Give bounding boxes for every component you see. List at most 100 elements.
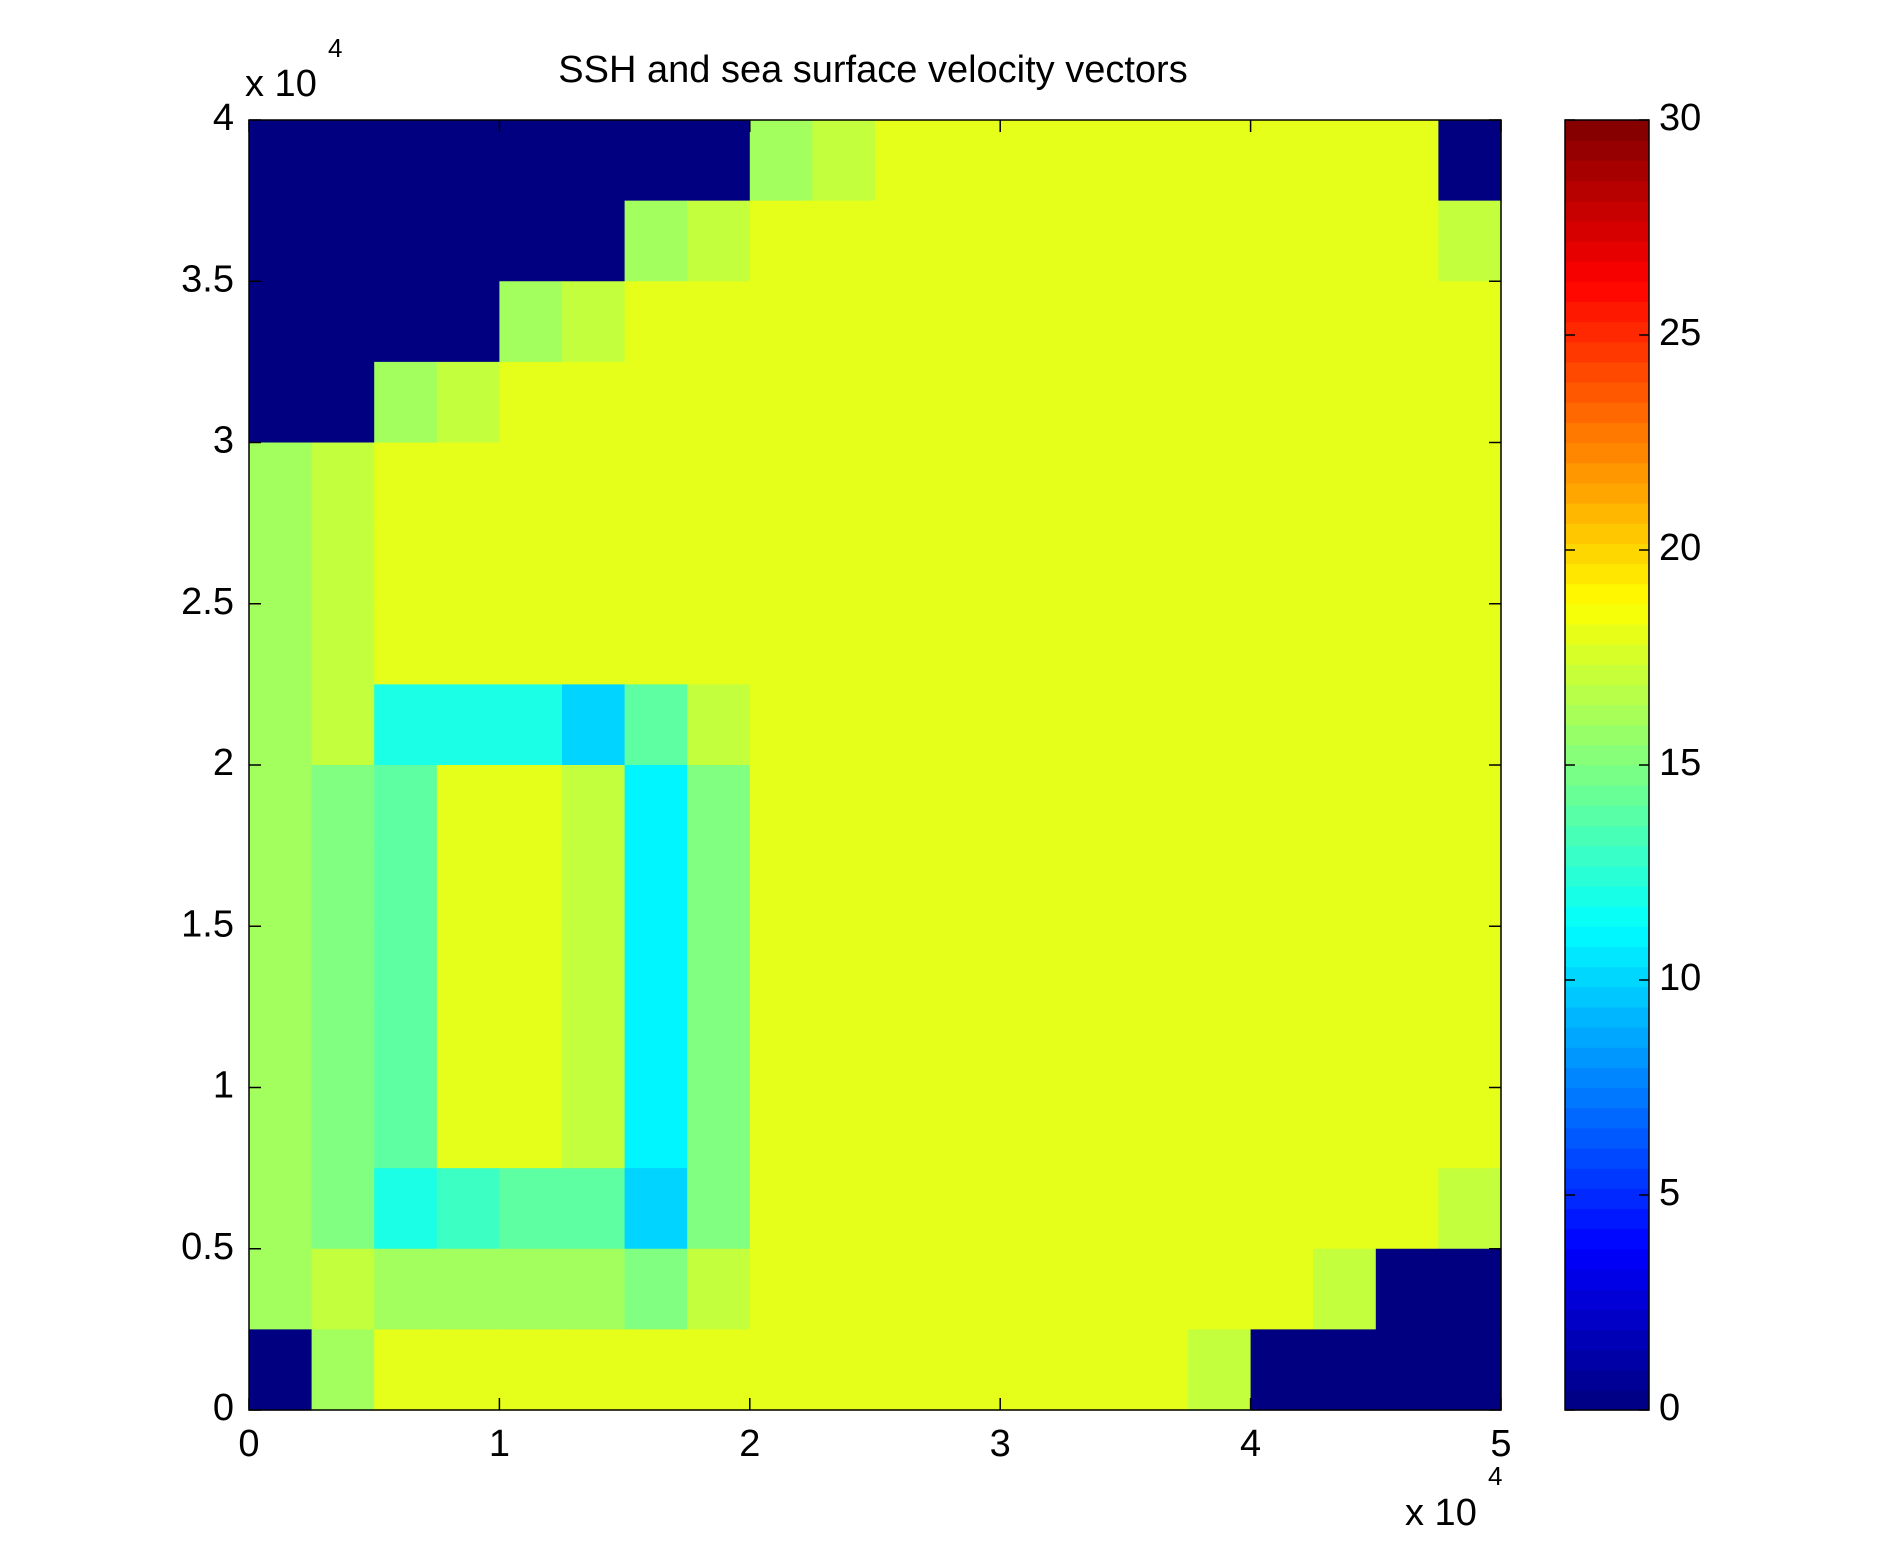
colorbar-segment bbox=[1565, 462, 1649, 484]
heatmap-cell bbox=[499, 442, 563, 524]
heatmap-cell bbox=[1438, 926, 1502, 1008]
colorbar-segment bbox=[1565, 704, 1649, 726]
heatmap-cell bbox=[1188, 200, 1252, 282]
y-tick-label: 1 bbox=[213, 1065, 234, 1107]
heatmap-cell bbox=[249, 200, 313, 282]
heatmap-cell bbox=[875, 523, 939, 605]
heatmap-cell bbox=[812, 1329, 876, 1411]
colorbar-segment bbox=[1565, 744, 1649, 766]
heatmap-cell bbox=[374, 442, 438, 524]
colorbar-segment bbox=[1565, 502, 1649, 524]
y-tick-label: 1.5 bbox=[181, 903, 234, 945]
heatmap-cell bbox=[1250, 1248, 1314, 1330]
heatmap-cell bbox=[687, 1248, 751, 1330]
colorbar-segment bbox=[1565, 120, 1649, 141]
x-multiplier-exponent: 4 bbox=[1488, 1461, 1502, 1491]
heatmap-cell bbox=[249, 1329, 313, 1411]
heatmap-cell bbox=[875, 1168, 939, 1250]
heatmap-cell bbox=[562, 1329, 626, 1411]
heatmap-cell bbox=[687, 281, 751, 363]
heatmap-cell bbox=[1188, 120, 1252, 202]
heatmap-cell bbox=[374, 1248, 438, 1330]
heatmap-cell bbox=[249, 684, 313, 766]
heatmap-cell bbox=[687, 1087, 751, 1169]
heatmap-cell bbox=[624, 1087, 688, 1169]
heatmap-cell bbox=[499, 200, 563, 282]
heatmap-cell bbox=[937, 281, 1001, 363]
y-tick-label: 2.5 bbox=[181, 581, 234, 623]
y-tick-label: 0.5 bbox=[181, 1226, 234, 1268]
heatmap-cell bbox=[1438, 684, 1502, 766]
heatmap-cell bbox=[1438, 845, 1502, 927]
heatmap-cell bbox=[1375, 200, 1439, 282]
heatmap-cell bbox=[436, 1006, 500, 1089]
heatmap-cell bbox=[624, 1168, 688, 1250]
heatmap-cell bbox=[749, 1168, 813, 1250]
heatmap-cell bbox=[249, 523, 313, 605]
heatmap-cell bbox=[1000, 200, 1064, 282]
heatmap-cell bbox=[624, 926, 688, 1008]
heatmap-cell bbox=[374, 361, 438, 444]
colorbar-segment bbox=[1565, 724, 1649, 746]
heatmap-cell bbox=[562, 1006, 626, 1089]
heatmap-cell bbox=[687, 1006, 751, 1089]
heatmap-cell bbox=[1062, 281, 1126, 363]
heatmap-cell bbox=[1375, 684, 1439, 766]
heatmap-cell bbox=[749, 926, 813, 1008]
heatmap-cell bbox=[311, 926, 375, 1008]
heatmap-cell bbox=[1313, 361, 1377, 444]
heatmap-cell bbox=[875, 845, 939, 927]
heatmap-cell bbox=[562, 120, 626, 202]
colorbar-segment bbox=[1565, 986, 1649, 1008]
x-tick-label: 1 bbox=[489, 1423, 510, 1465]
heatmap-cell bbox=[249, 120, 313, 202]
y-tick-label: 0 bbox=[213, 1387, 234, 1429]
heatmap-cell bbox=[1000, 1006, 1064, 1089]
heatmap-cell bbox=[562, 281, 626, 363]
heatmap-cell bbox=[812, 361, 876, 444]
heatmap-cell bbox=[311, 1329, 375, 1411]
heatmap-cell bbox=[624, 1329, 688, 1411]
colorbar-segment bbox=[1565, 1168, 1649, 1189]
heatmap-cell bbox=[1000, 1168, 1064, 1250]
heatmap-cell bbox=[1188, 442, 1252, 524]
x-tick-label: 0 bbox=[238, 1423, 259, 1465]
heatmap-cell bbox=[436, 1329, 500, 1411]
heatmap-cell bbox=[1188, 1329, 1252, 1411]
heatmap-cell bbox=[562, 926, 626, 1008]
heatmap-cell bbox=[687, 926, 751, 1008]
heatmap-cell bbox=[562, 1168, 626, 1250]
y-multiplier-exponent: 4 bbox=[328, 33, 342, 63]
heatmap-cell bbox=[436, 361, 500, 444]
colorbar-segment bbox=[1565, 966, 1649, 988]
heatmap-cell bbox=[1125, 120, 1189, 202]
colorbar-tick-label: 5 bbox=[1659, 1172, 1680, 1214]
heatmap-cell bbox=[1062, 765, 1126, 847]
heatmap-cell bbox=[249, 1006, 313, 1089]
heatmap-cell bbox=[436, 603, 500, 685]
colorbar-segment bbox=[1565, 946, 1649, 968]
colorbar-segment bbox=[1565, 180, 1649, 202]
heatmap-cell bbox=[749, 1248, 813, 1330]
colorbar-segment bbox=[1565, 785, 1649, 806]
heatmap-cell bbox=[562, 684, 626, 766]
heatmap-cell bbox=[1188, 765, 1252, 847]
heatmap-cell bbox=[1062, 120, 1126, 202]
heatmap-cell bbox=[1125, 523, 1189, 605]
y-tick-label: 3 bbox=[213, 420, 234, 462]
heatmap-cell bbox=[436, 120, 500, 202]
colorbar-segment bbox=[1565, 644, 1649, 665]
heatmap-cell bbox=[249, 442, 313, 524]
heatmap-cell bbox=[436, 1087, 500, 1169]
colorbar-segment bbox=[1565, 200, 1649, 222]
heatmap-cell bbox=[249, 926, 313, 1008]
heatmap-cell bbox=[1375, 765, 1439, 847]
colorbar-segment bbox=[1565, 1369, 1649, 1391]
heatmap-cell bbox=[374, 1168, 438, 1250]
heatmap-cell bbox=[1250, 1168, 1314, 1250]
heatmap-cell bbox=[875, 281, 939, 363]
colorbar-tick-label: 20 bbox=[1659, 527, 1701, 569]
heatmap-cell bbox=[687, 442, 751, 524]
heatmap-cell bbox=[812, 845, 876, 927]
heatmap-cell bbox=[1188, 1087, 1252, 1169]
